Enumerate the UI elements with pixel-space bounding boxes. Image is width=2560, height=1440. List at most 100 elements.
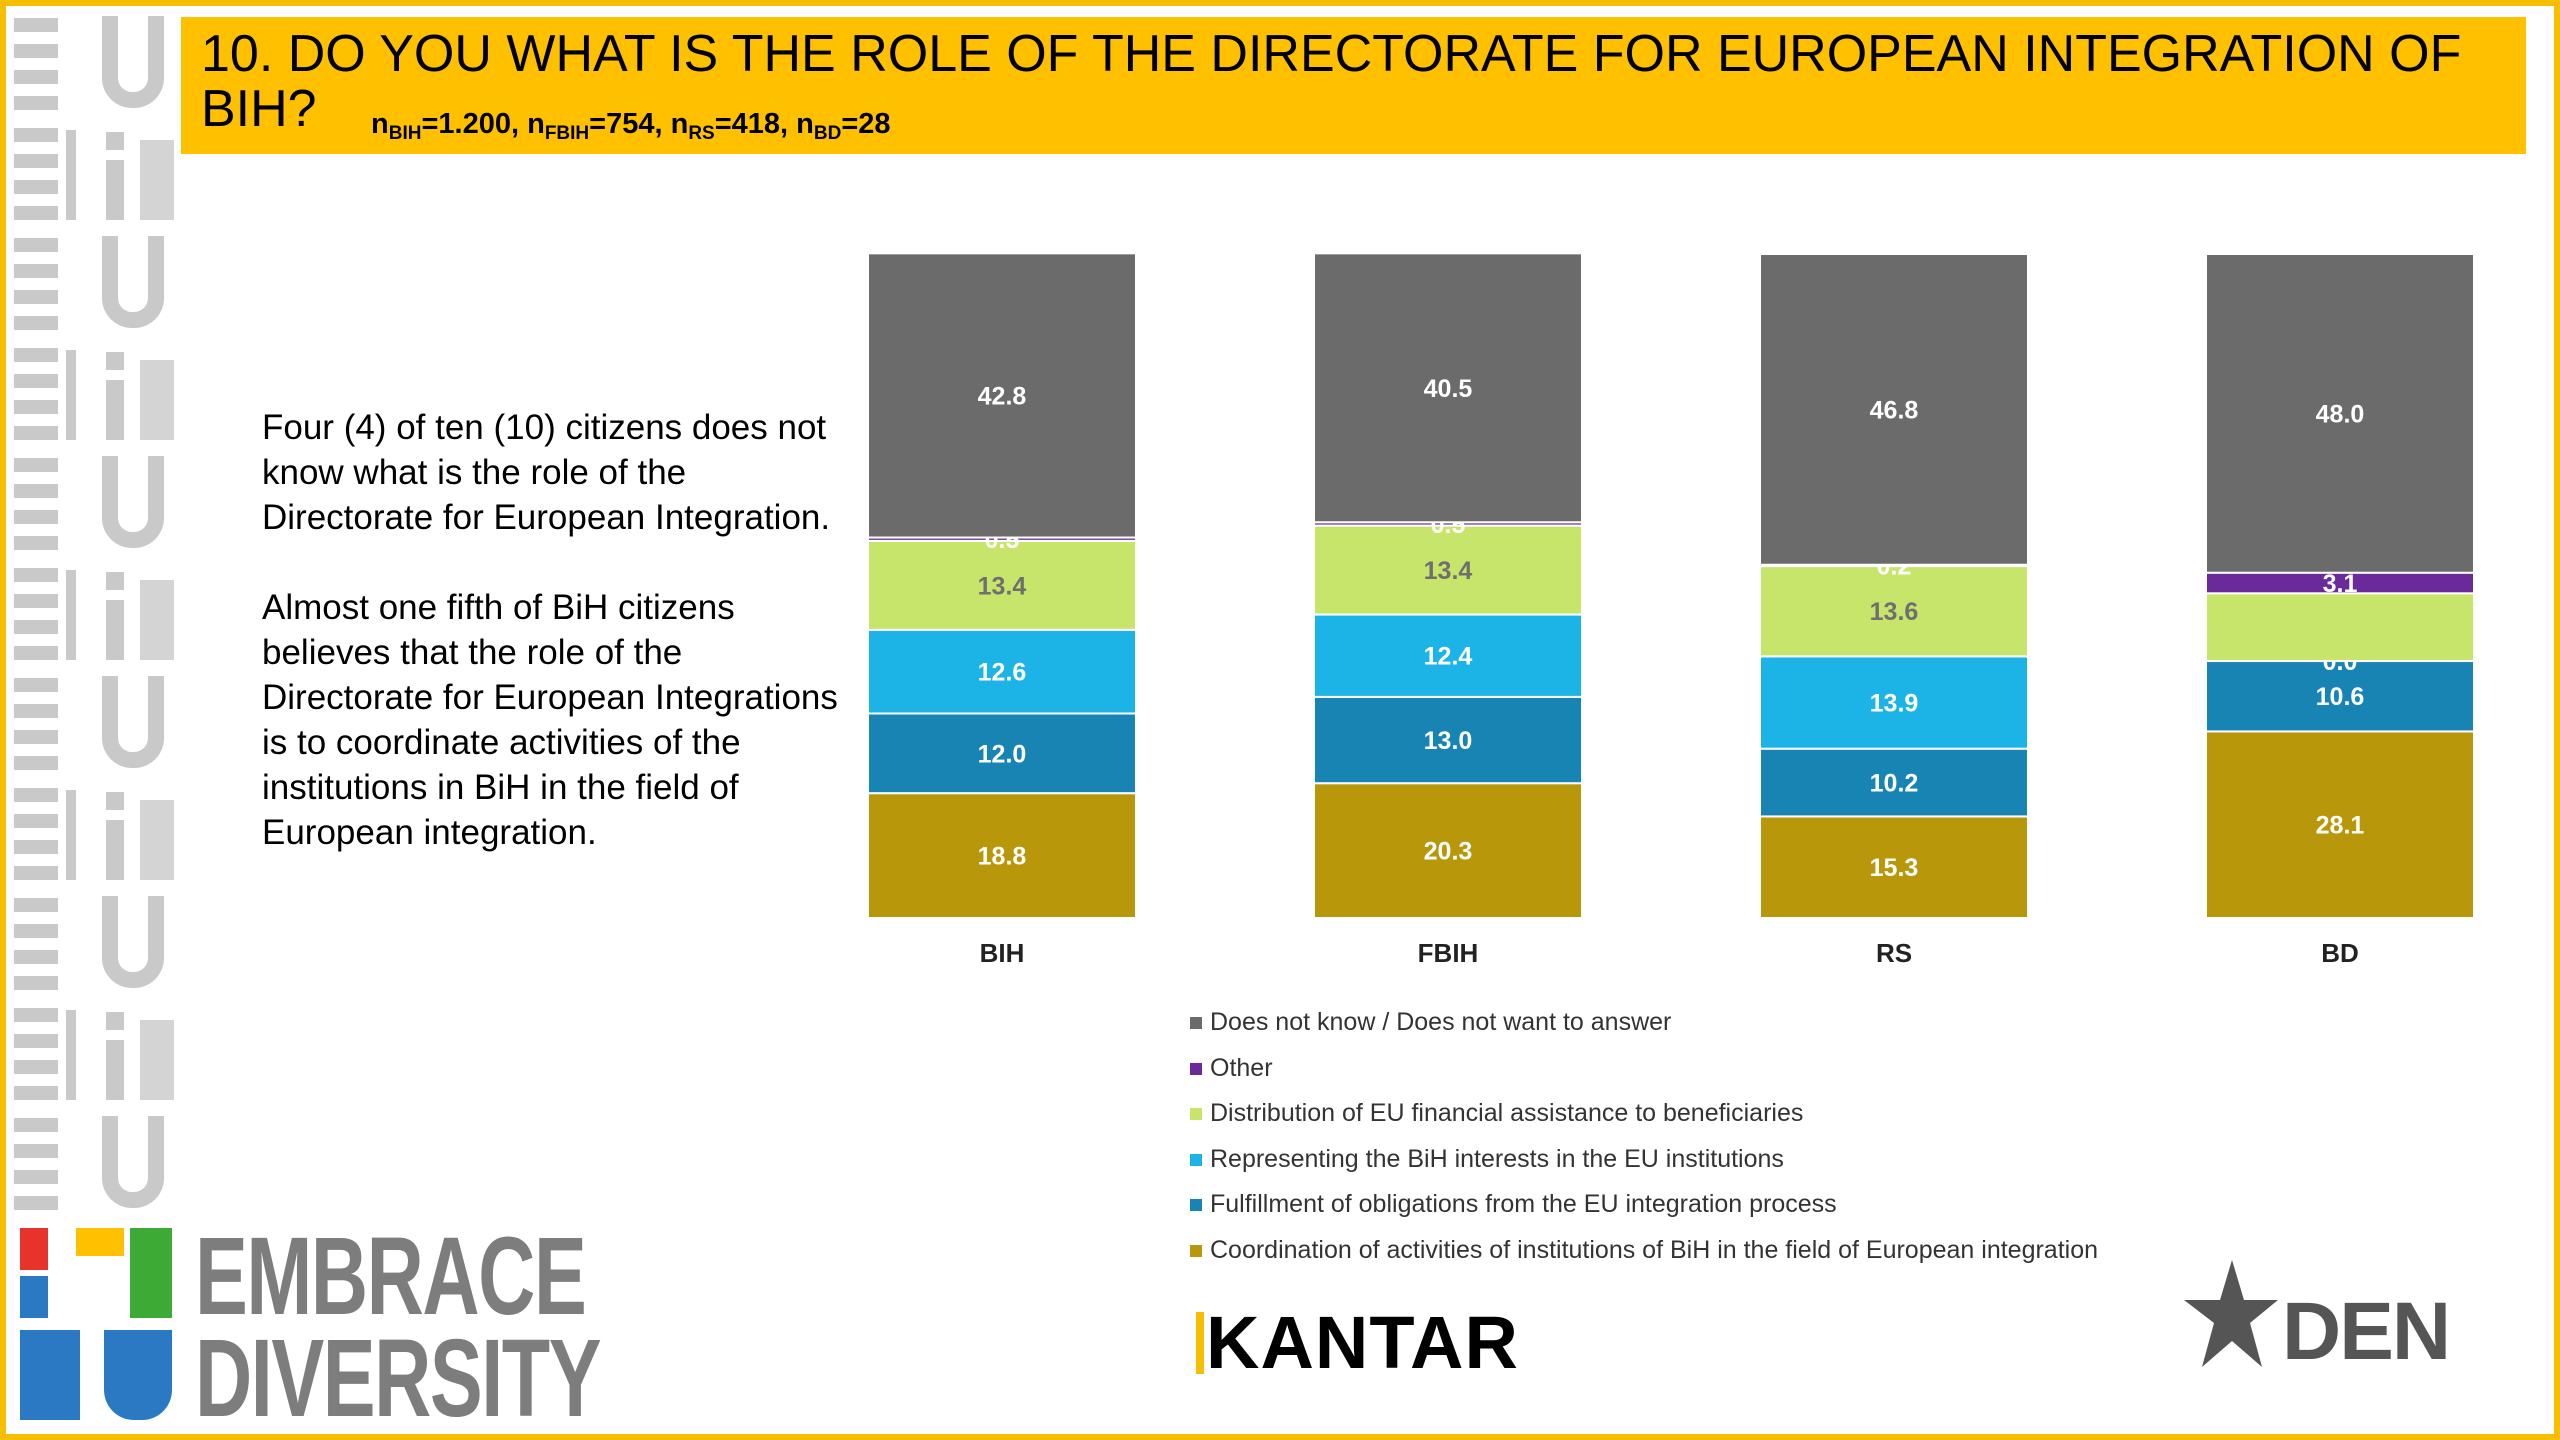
legend-label: Fulfillment of obligations from the EU i… [1210,1190,1837,1218]
decorative-eu-bih-strip [10,10,180,1210]
legend-swatch [1190,1153,1202,1166]
diversity-word: DIVERSITY [195,1317,602,1440]
bih-sub: BIH [388,123,422,144]
sample-sizes: nBIH=1.200, nFBIH=754, nRS=418, nBD=28 [371,108,891,144]
bar-segment [2205,253,2475,574]
strip-eu-tile [10,10,180,120]
legend-label: Distribution of EU financial assistance … [1210,1099,1804,1127]
data-label: 28.1 [2316,812,2365,840]
bar-segment [1313,252,1583,524]
strip-eu-tile [10,670,180,780]
bar-segment [1313,524,1583,616]
legend-label: Coordination of activities of institutio… [1210,1235,2099,1264]
data-label: 15.3 [1870,854,1919,882]
data-label: 20.3 [1424,838,1473,866]
legend-item: Representing the BiH interests in the EU… [1190,1137,2098,1183]
legend-swatch [1190,1244,1202,1257]
category-label: BIH [980,938,1025,968]
summary-paragraph-2: Almost one fifth of BiH citizens believe… [262,588,838,852]
data-label: 3.1 [2323,570,2358,598]
strip-bi-tile [10,1000,180,1110]
bd-sub: BD [813,123,842,144]
bar-segment [1759,655,2029,750]
category-label: BD [2321,938,2359,968]
bar-segment [867,539,1137,631]
strip-eu-tile [10,1110,180,1210]
legend-label: Representing the BiH interests in the EU… [1210,1144,1784,1173]
data-label: 13.4 [978,572,1027,600]
legend-item: Coordination of activities of institutio… [1190,1228,2098,1274]
data-label: 12.0 [978,740,1027,768]
n-label: n [796,108,814,140]
kantar-logo: KANTAR [1196,1300,1519,1385]
bar-segment [1313,782,1583,920]
n-label: n [527,108,545,140]
bar-segment [2205,730,2475,920]
bar-segment [1313,695,1583,785]
embrace-diversity-logo: EMBRACE DIVERSITY [20,1215,620,1434]
data-label: 13.4 [1424,557,1473,585]
dei-logo: DEN [2170,1255,2470,1377]
bar-segment [2205,660,2475,733]
bar-segment [867,792,1137,920]
bar-segment [867,628,1137,715]
legend-swatch [1190,1199,1202,1211]
data-label: 12.6 [978,659,1027,687]
bar-segment [1759,565,2029,658]
data-label: 10.2 [1870,770,1919,798]
strip-bi-tile [10,780,180,890]
bar-segment [2205,592,2475,663]
slide-title: 10. DO YOU WHAT IS THE ROLE OF THE DIREC… [201,25,2462,138]
logo-eu-u [104,1330,172,1420]
title-bar: 10. DO YOU WHAT IS THE ROLE OF THE DIREC… [181,17,2526,154]
bar-segment [1759,253,2029,566]
legend-label: Does not know / Does not want to answer [1210,1008,1672,1036]
rs-sub: RS [688,123,715,144]
bar-segment [867,252,1137,539]
n-rs: 418 [731,108,781,140]
n-fbih: 754 [606,108,655,140]
n-label: n [670,108,689,140]
logo-eu-e [20,1330,80,1420]
data-label: 42.8 [978,382,1027,410]
star-icon [2184,1260,2278,1367]
legend-label: Other [1210,1053,1273,1082]
embrace-word: EMBRACE [195,1215,587,1338]
strip-bi-tile [10,560,180,670]
kantar-bar-icon [1196,1312,1204,1374]
n-bd: 28 [858,108,891,140]
dei-word: DEN [2282,1286,2451,1377]
strip-eu-tile [10,230,180,340]
bar-segment [867,712,1137,795]
n-bih: 1.200 [438,108,511,140]
data-label: 13.9 [1870,690,1919,718]
summary-paragraph-1: Four (4) of ten (10) citizens does not k… [262,408,831,537]
data-label: 13.6 [1870,598,1919,626]
category-label: RS [1876,938,1912,968]
legend-item: Fulfillment of obligations from the EU i… [1190,1182,2098,1228]
logo-square-red [20,1228,48,1270]
data-label: 10.6 [2316,683,2365,711]
strip-eu-tile [10,450,180,560]
logo-square-green [130,1228,172,1318]
data-label: 12.4 [1424,643,1473,671]
fbih-sub: FBIH [544,123,590,144]
data-label: 40.5 [1424,375,1473,403]
strip-bi-tile [10,120,180,230]
data-label: 46.8 [1870,396,1919,424]
data-label: 18.8 [978,843,1027,871]
legend-item: Does not know / Does not want to answer [1190,1000,2098,1046]
legend-swatch [1190,1017,1202,1029]
data-label: 13.0 [1424,727,1473,755]
strip-eu-tile [10,890,180,1000]
legend-swatch [1190,1062,1202,1075]
legend-item: Other [1190,1046,2098,1092]
logo-square-blue [20,1276,48,1318]
legend-item: Distribution of EU financial assistance … [1190,1091,2098,1137]
data-label: 48.0 [2316,400,2365,428]
summary-text: Four (4) of ten (10) citizens does not k… [262,405,862,900]
logo-square-yellow [76,1228,124,1256]
legend-swatch [1190,1108,1202,1120]
